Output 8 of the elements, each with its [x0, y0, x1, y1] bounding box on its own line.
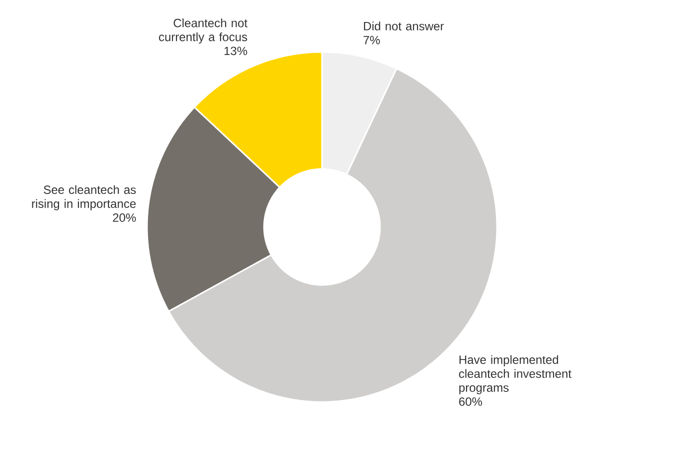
data-label: 20%	[112, 213, 136, 222]
slice-label: See cleantech as rising in importance	[32, 185, 136, 210]
slice-label: Have implemented cleantech investment programs	[459, 355, 572, 394]
slice-label: Did not answer	[364, 22, 444, 30]
data-label: 13%	[224, 46, 248, 56]
data-label: 60%	[459, 397, 482, 406]
data-label: 7%	[364, 36, 380, 44]
slice-label: Cleantech not currently a focus	[159, 18, 248, 44]
